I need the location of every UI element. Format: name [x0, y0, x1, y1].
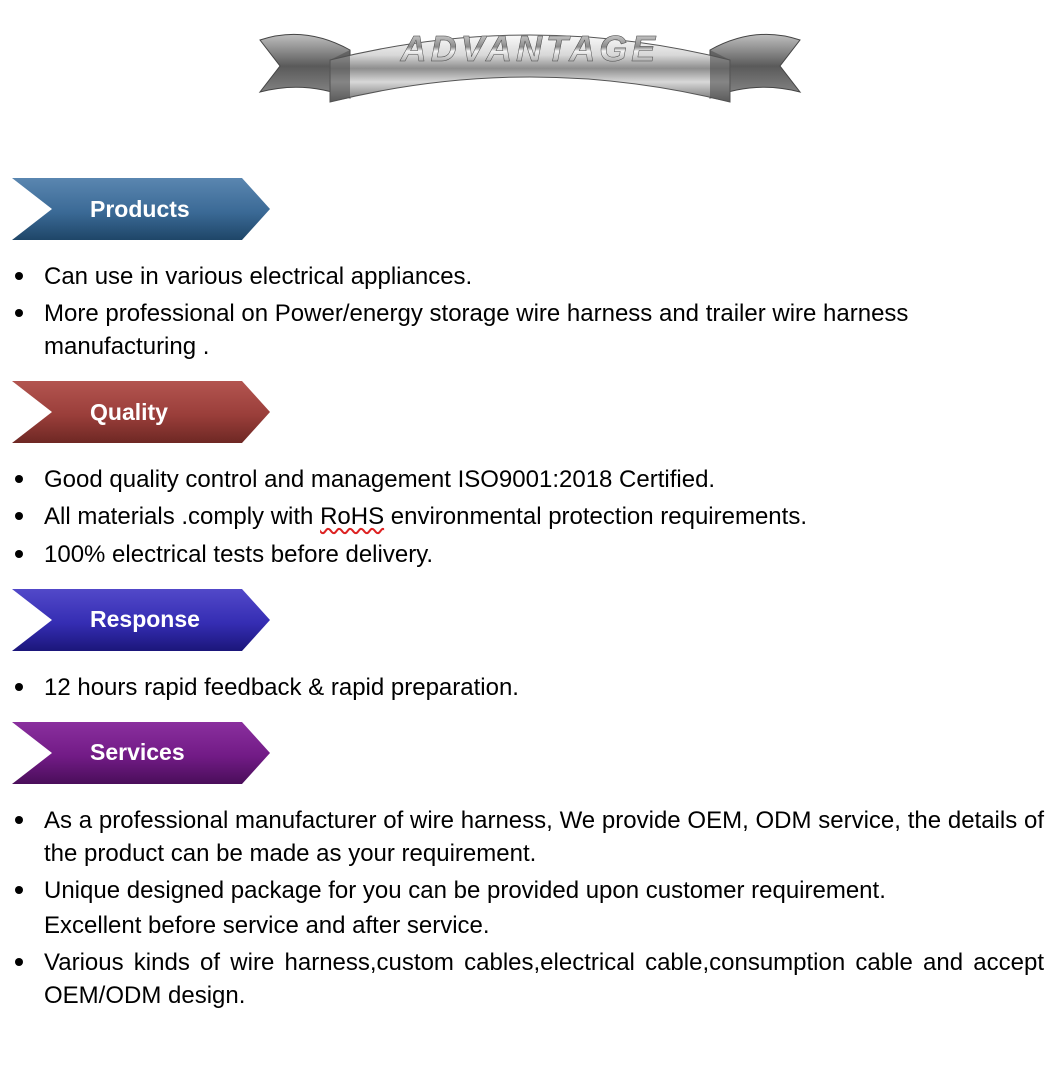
- list-item: All materials .comply with RoHS environm…: [38, 498, 1044, 533]
- list-item: More professional on Power/energy storag…: [38, 295, 1044, 363]
- section-label: Services: [90, 722, 185, 784]
- section-label: Products: [90, 178, 190, 240]
- section-header-products: Products: [12, 178, 270, 240]
- rohs-token: RoHS: [320, 503, 384, 530]
- banner-title: ADVANTAGE: [250, 28, 810, 70]
- section-header-quality: Quality: [12, 381, 270, 443]
- services-list: As a professional manufacturer of wire h…: [38, 802, 1044, 1013]
- list-item: 12 hours rapid feedback & rapid preparat…: [38, 669, 1044, 704]
- advantage-ribbon: ADVANTAGE: [250, 20, 810, 120]
- section-label: Response: [90, 589, 200, 651]
- quality-list: Good quality control and management ISO9…: [38, 461, 1044, 570]
- list-item: As a professional manufacturer of wire h…: [38, 802, 1044, 870]
- section-label: Quality: [90, 381, 168, 443]
- list-item: Excellent before service and after servi…: [38, 909, 1044, 942]
- list-item: Unique designed package for you can be p…: [38, 872, 1044, 907]
- list-item: Can use in various electrical appliances…: [38, 258, 1044, 293]
- list-item: Good quality control and management ISO9…: [38, 461, 1044, 496]
- banner-container: ADVANTAGE: [0, 0, 1060, 160]
- list-item: 100% electrical tests before delivery.: [38, 536, 1044, 571]
- products-list: Can use in various electrical appliances…: [38, 258, 1044, 363]
- response-list: 12 hours rapid feedback & rapid preparat…: [38, 669, 1044, 704]
- section-header-services: Services: [12, 722, 270, 784]
- section-header-response: Response: [12, 589, 270, 651]
- list-item: Various kinds of wire harness,custom cab…: [38, 944, 1044, 1012]
